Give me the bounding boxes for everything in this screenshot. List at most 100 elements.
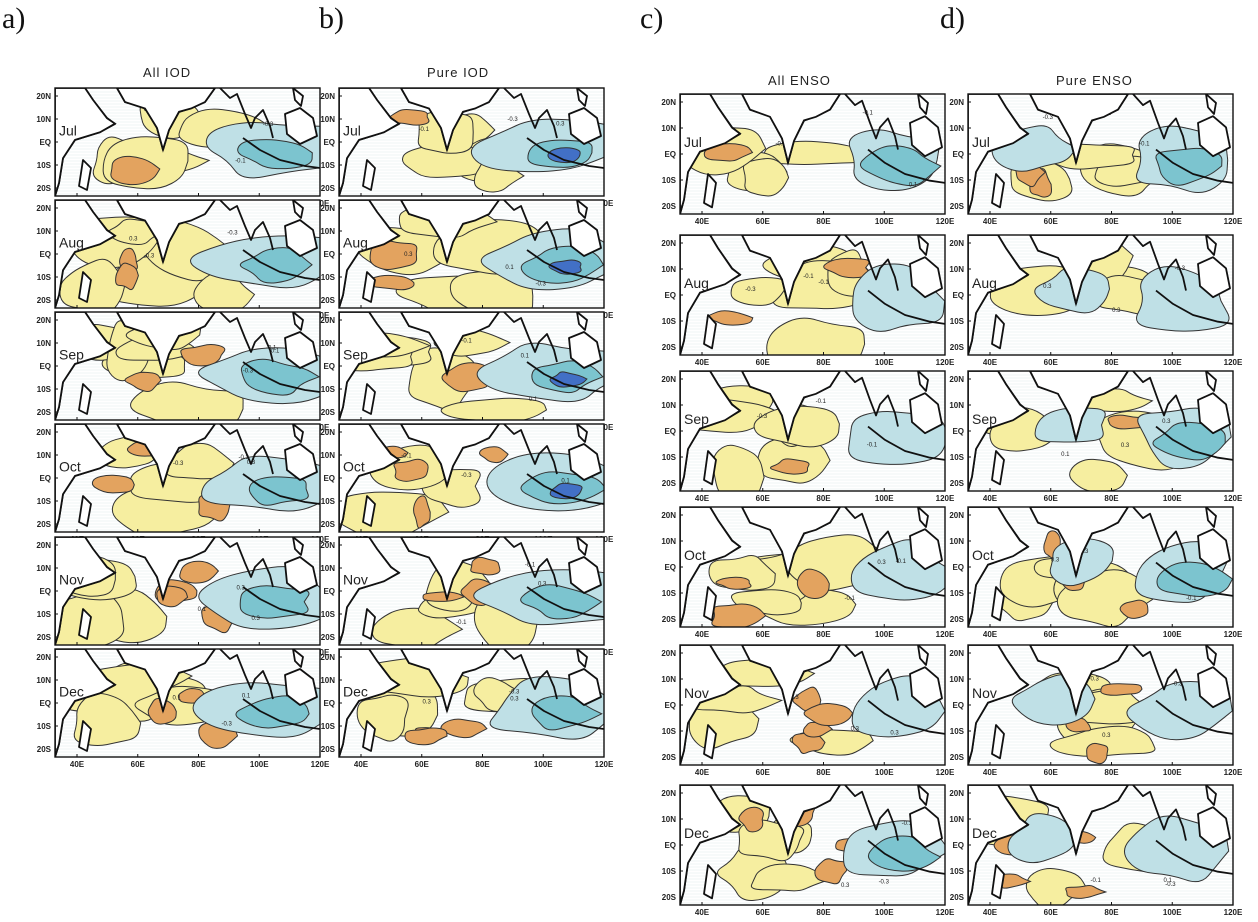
coastline xyxy=(292,88,304,107)
lat-tick-label: 10N xyxy=(661,265,676,274)
lat-tick-label: 10S xyxy=(950,727,965,736)
contour-region xyxy=(766,317,866,355)
contour-label: -0.3 xyxy=(144,253,155,259)
lat-tick-label: 10N xyxy=(661,815,676,824)
coastline xyxy=(526,586,604,618)
coastline xyxy=(1155,839,1233,875)
contour-label: -0.1 xyxy=(867,443,878,449)
land-africa xyxy=(339,649,401,757)
lon-tick-label: 100E xyxy=(1163,768,1182,777)
contour-region xyxy=(115,262,139,291)
coastline xyxy=(917,645,929,666)
lat-tick-label: EQ xyxy=(323,474,335,483)
coastline xyxy=(362,720,376,752)
column-title-1: Pure IOD xyxy=(427,65,490,80)
lat-tick-label: 10S xyxy=(37,722,52,731)
contour-region xyxy=(520,584,603,620)
lon-tick-label: 40E xyxy=(695,217,710,226)
lon-tick-label: 100E xyxy=(875,494,894,503)
coastline xyxy=(909,806,943,849)
contour-label: -0.3 xyxy=(536,282,547,288)
contour-label: 0.1 xyxy=(173,696,182,702)
coastline xyxy=(362,608,376,640)
coastline xyxy=(219,424,274,475)
lon-tick-label: 80E xyxy=(1104,908,1119,917)
lat-tick-label: 20N xyxy=(949,375,964,384)
contour-region xyxy=(1065,884,1108,899)
land-africa xyxy=(680,785,742,905)
lat-tick-label: 10S xyxy=(950,867,965,876)
coastline xyxy=(292,200,304,219)
map-panel-3-oct: 0.3 -0.1 0.3 Oct 20N 10N EQ 10S 20S 40E 60E 80E 100E… xyxy=(938,505,1243,639)
coastline xyxy=(1132,94,1187,150)
lat-tick-label: 10N xyxy=(320,451,335,460)
map-panel-1-aug: -0.30.10.3Aug20N10NEQ10S20S40E60E80E100E… xyxy=(309,198,614,320)
land-india xyxy=(115,424,217,489)
contour-label: -0.1 xyxy=(818,280,829,286)
land-africa xyxy=(680,235,742,355)
lat-tick-label: 20S xyxy=(662,753,677,762)
contour-label: -0.1 xyxy=(266,345,277,351)
coastline xyxy=(917,371,929,392)
lat-tick-label: 20S xyxy=(662,202,677,211)
contour-label: 0.3 xyxy=(877,560,886,566)
contour-region xyxy=(404,727,448,746)
contour-label: -0.1 xyxy=(902,821,913,827)
lat-tick-label: 20N xyxy=(661,511,676,520)
coastline xyxy=(1205,235,1217,256)
lat-tick-label: 20N xyxy=(949,511,964,520)
lon-tick-label: 100E xyxy=(1163,908,1182,917)
coastline xyxy=(844,507,899,563)
month-label: Nov xyxy=(59,572,84,588)
lat-tick-label: 10S xyxy=(662,589,677,598)
land-africa xyxy=(680,371,742,491)
lon-tick-label: 100E xyxy=(875,768,894,777)
lon-tick-label: 80E xyxy=(475,760,490,769)
lat-tick-label: 10N xyxy=(36,564,51,573)
coastline xyxy=(1205,785,1217,806)
coastline xyxy=(78,495,92,527)
land-india xyxy=(1028,235,1130,307)
coastline xyxy=(844,645,899,701)
lat-tick-label: 20S xyxy=(37,745,52,754)
contour-label: -0.1 xyxy=(456,620,467,626)
coastline xyxy=(362,495,376,527)
coastline xyxy=(242,249,320,281)
coastline xyxy=(844,371,899,427)
coastline xyxy=(219,312,274,363)
lat-tick-label: EQ xyxy=(664,150,676,159)
lat-tick-label: 10N xyxy=(320,339,335,348)
land-africa xyxy=(680,507,742,627)
lat-tick-label: 10S xyxy=(321,161,336,170)
column-title-0: All IOD xyxy=(143,65,192,80)
month-label: Sep xyxy=(972,411,997,427)
coastline xyxy=(909,392,943,435)
coastline xyxy=(284,443,318,481)
land-india xyxy=(399,88,501,153)
lat-tick-label: 10N xyxy=(320,115,335,124)
lat-tick-label: 20S xyxy=(321,520,336,529)
lat-tick-label: EQ xyxy=(323,250,335,259)
map-panel-2-nov: 0.3 0.3 0.3 Nov 20N 10N EQ 10S 20S 40E 60E 80E 100E 1… xyxy=(650,643,955,777)
lon-tick-label: 80E xyxy=(816,908,831,917)
lat-tick-label: 20N xyxy=(661,649,676,658)
month-label: Aug xyxy=(972,275,997,291)
contour-region xyxy=(413,495,431,529)
contour-region xyxy=(1152,421,1226,461)
lon-tick-label: 80E xyxy=(1104,494,1119,503)
lat-tick-label: 20N xyxy=(36,92,51,101)
land-india xyxy=(115,537,217,602)
lat-tick-label: 10S xyxy=(37,497,52,506)
coastline xyxy=(219,88,274,139)
lon-tick-label: 80E xyxy=(1104,217,1119,226)
lat-tick-label: EQ xyxy=(323,587,335,596)
contour-label: 0.1 xyxy=(1061,452,1070,458)
panel-letter-2: c) xyxy=(640,2,664,35)
coastline xyxy=(991,173,1005,209)
contour-region xyxy=(548,259,582,275)
lat-tick-label: 20S xyxy=(950,615,965,624)
contour-region xyxy=(1049,725,1156,757)
lat-tick-label: EQ xyxy=(952,291,964,300)
contour-label: -0.1 xyxy=(235,158,246,164)
lat-tick-label: 10N xyxy=(36,676,51,685)
